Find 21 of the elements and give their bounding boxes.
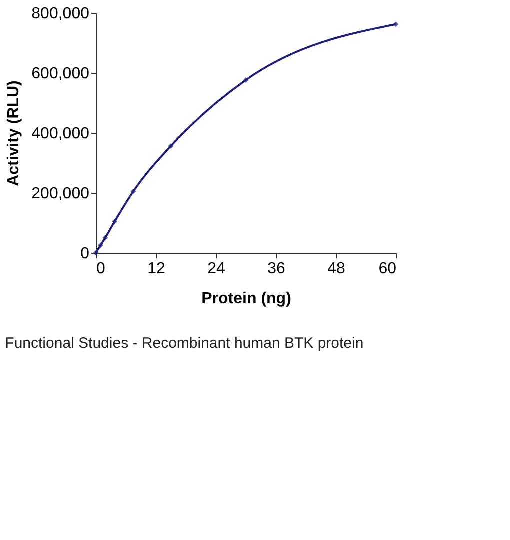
point [98,242,104,248]
point [393,22,399,28]
x-tick-label: 24 [208,260,226,278]
point [102,235,108,241]
y-tick-label: 600,000 [32,66,90,82]
x-tick-label: 36 [268,260,286,278]
y-tick-label: 800,000 [32,6,90,22]
x-axis-title: Protein (ng) [202,290,292,308]
point [130,188,136,194]
point [243,77,249,83]
x-tick-label: 12 [148,260,166,278]
y-tick-label: 200,000 [32,186,90,202]
text: Functional Studies - Recombinant human BTK protein [5,335,364,352]
x-tick-label: 48 [328,260,346,278]
x-tick-label: 0 [96,260,106,278]
y-tick-label: 400,000 [32,126,90,142]
point [112,219,118,225]
point [168,143,174,149]
y-axis-title: Activity (RLU) [6,80,23,186]
y-tick-label: 0 [80,246,90,262]
x-tick-label: 60 [378,260,397,278]
